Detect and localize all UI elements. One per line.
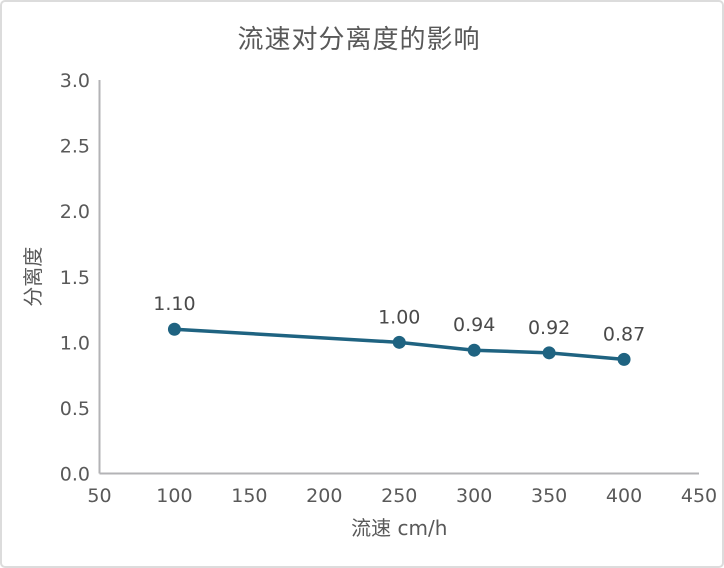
x-axis-title: 流速 cm/h xyxy=(351,516,447,540)
data-point-label: 0.92 xyxy=(528,317,570,339)
y-tick-label: 1.0 xyxy=(60,332,90,354)
data-point xyxy=(392,335,406,349)
data-point-label: 0.94 xyxy=(453,314,495,336)
data-point-label: 0.87 xyxy=(603,323,645,345)
x-tick-label: 350 xyxy=(531,485,567,507)
data-point xyxy=(167,322,181,336)
data-point-label: 1.00 xyxy=(378,306,420,328)
y-tick-label: 2.0 xyxy=(60,201,90,223)
y-axis-title: 分离度 xyxy=(21,247,45,307)
y-tick-label: 0.0 xyxy=(60,464,90,486)
data-point xyxy=(542,346,556,360)
x-tick-label: 450 xyxy=(681,485,717,507)
x-tick-label: 100 xyxy=(156,485,192,507)
x-tick-label: 50 xyxy=(87,485,111,507)
y-tick-label: 1.5 xyxy=(60,267,90,289)
x-tick-label: 150 xyxy=(231,485,267,507)
x-tick-label: 250 xyxy=(381,485,417,507)
x-tick-label: 400 xyxy=(606,485,642,507)
y-tick-label: 0.5 xyxy=(60,398,90,420)
y-tick-label: 3.0 xyxy=(60,70,90,92)
x-tick-label: 300 xyxy=(456,485,492,507)
x-tick-label: 200 xyxy=(306,485,342,507)
data-point-label: 1.10 xyxy=(153,293,195,315)
data-point xyxy=(467,343,481,357)
data-point xyxy=(617,352,631,366)
y-tick-label: 2.5 xyxy=(60,136,90,158)
